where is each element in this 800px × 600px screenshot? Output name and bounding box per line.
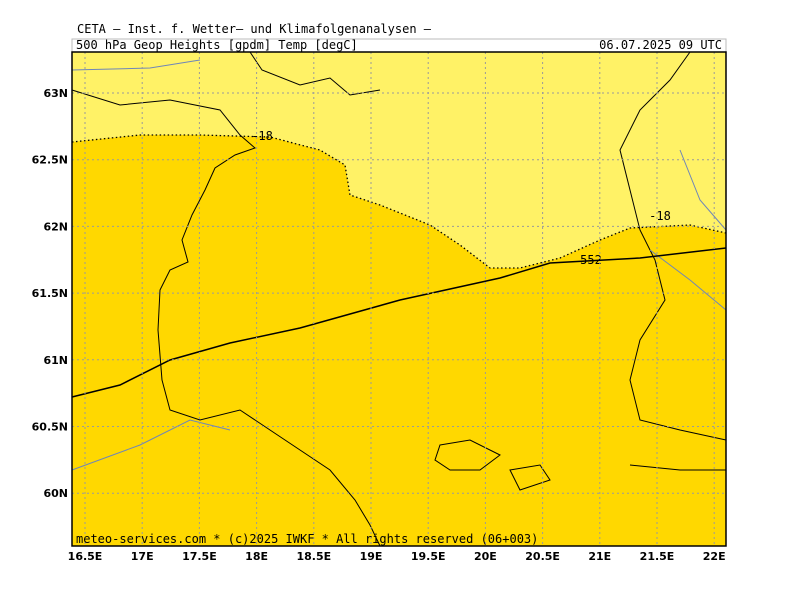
height-contour [71,247,727,398]
lon-tick-label: 22E [703,550,726,563]
header-title: CETA — Inst. f. Wetter— und Klimafolgena… [77,22,432,36]
height-label: 552 [580,253,602,267]
lon-tick-label: 18.5E [296,550,331,563]
lon-tick-label: 18E [245,550,268,563]
coastline-east [434,51,727,491]
rivers [71,59,727,471]
footer: meteo-services.com * (c)2025 IWKF * All … [76,532,538,546]
lat-tick-label: 60N [43,487,68,500]
lon-tick-label: 16.5E [68,550,103,563]
lat-tick-label: 62.5N [32,154,68,167]
grid [72,52,726,546]
coastline [71,51,381,547]
lon-tick-label: 17E [131,550,154,563]
valid-time: 06.07.2025 09 UTC [599,38,722,52]
temperature-label: -18 [649,209,671,223]
lat-tick-label: 61.5N [32,287,68,300]
lon-tick-label: 20E [474,550,497,563]
map-frame [71,51,727,547]
lat-tick-label: 62N [43,220,68,233]
lon-tick-label: 21E [588,550,611,563]
lon-tick-label: 19E [360,550,383,563]
lon-tick-label: 17.5E [182,550,217,563]
field-name: 500_hPa_Geop_Heights_[gpdm]_Temp_[degC] [76,38,358,52]
temperature-label: -18 [251,129,273,143]
lat-tick-label: 63N [43,87,68,100]
lat-tick-label: 60.5N [32,421,68,434]
lon-tick-label: 20.5E [525,550,560,563]
lon-tick-label: 21.5E [640,550,675,563]
lat-tick-label: 61N [43,354,68,367]
lon-tick-label: 19.5E [411,550,446,563]
map: -18 -18 552 meteo-services.com * (c)2025… [71,51,727,547]
